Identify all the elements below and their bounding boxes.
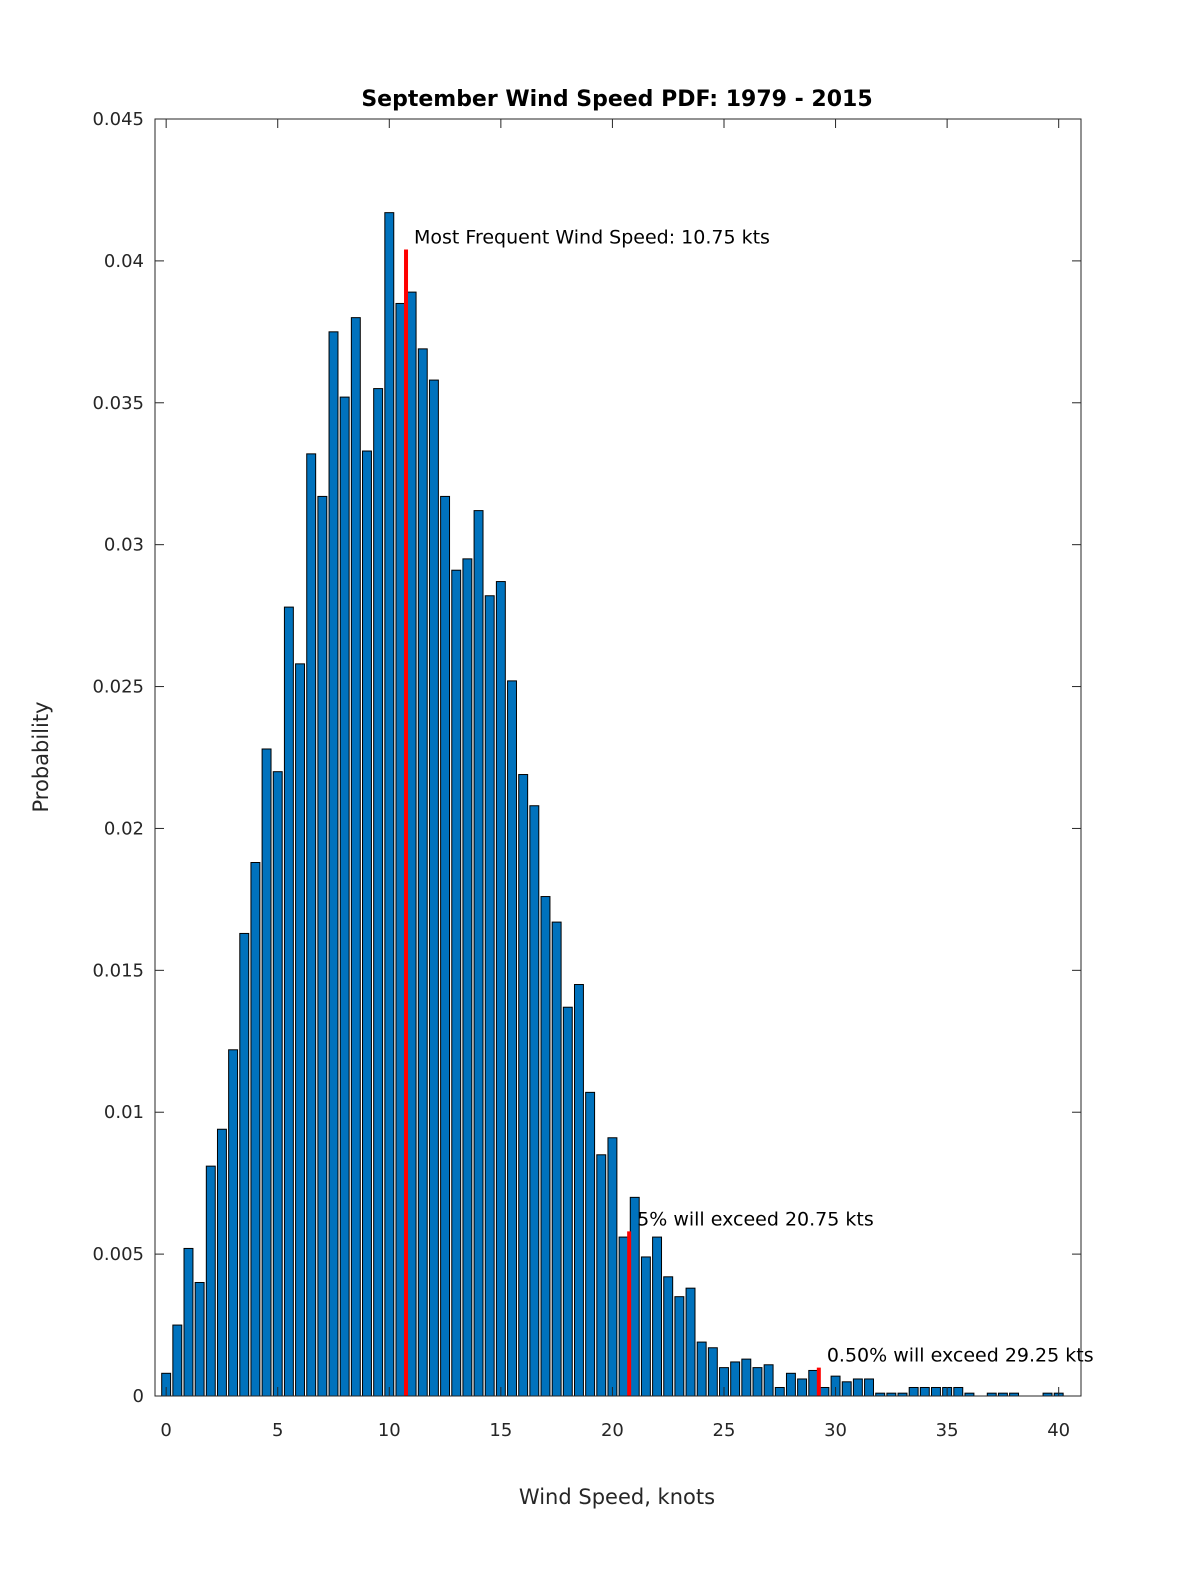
bar [663,1276,674,1397]
y-tick-label: 0.025 [92,677,144,698]
bar [640,1256,651,1397]
bar [295,663,306,1397]
bar [785,1372,796,1397]
bar [774,1386,785,1397]
bar [451,569,462,1397]
x-tick-label: 0 [160,1420,171,1441]
bar [573,984,584,1397]
y-tick-label: 0.04 [104,251,144,272]
bar [172,1324,183,1397]
bar [250,862,261,1397]
x-tick-label: 15 [489,1420,512,1441]
bar [239,932,250,1397]
marker-annotation: 5% will exceed 20.75 kts [637,1208,874,1230]
bar [652,1236,663,1397]
bar [395,302,406,1397]
bar [484,595,495,1397]
x-tick-label: 40 [1047,1420,1070,1441]
bar [607,1137,618,1397]
marker-annotation: 0.50% will exceed 29.25 kts [827,1345,1094,1367]
bar [864,1378,874,1397]
x-axis-label: Wind Speed, knots [519,1485,715,1509]
chart-title: September Wind Speed PDF: 1979 - 2015 [361,87,872,112]
x-tick-label: 5 [272,1420,283,1441]
bar [507,680,517,1397]
bar [752,1367,763,1397]
bar [495,581,506,1397]
bar [417,348,428,1397]
x-tick-label: 30 [824,1420,847,1441]
y-tick-label: 0.035 [92,393,144,414]
bar [373,388,384,1397]
bar [518,774,529,1397]
y-tick-label: 0.015 [92,960,144,981]
y-tick-label: 0.02 [104,818,144,839]
y-tick-label: 0.01 [104,1102,144,1123]
bar [205,1165,216,1397]
bar [707,1347,718,1397]
bar [384,212,395,1397]
bar [406,291,417,1397]
bar [194,1281,205,1397]
bar [529,805,540,1397]
bar [696,1341,707,1397]
bar [562,1006,573,1397]
bar [339,396,350,1397]
y-tick-label: 0 [133,1386,144,1407]
bar [797,1378,808,1397]
bar [306,453,317,1397]
bar [763,1364,774,1397]
bar [908,1386,919,1397]
bar [919,1386,930,1397]
y-tick-label: 0.045 [92,109,144,130]
bar [931,1386,941,1397]
bar [685,1287,696,1397]
marker-annotation: Most Frequent Wind Speed: 10.75 kts [414,227,770,249]
y-tick-label: 0.005 [92,1244,144,1265]
bar [428,379,439,1397]
bar [283,606,294,1397]
bar [585,1091,596,1397]
bar [261,748,272,1397]
bar [852,1378,863,1397]
bar [730,1361,741,1397]
x-tick-label: 35 [936,1420,959,1441]
bar [317,495,328,1397]
bar [953,1386,964,1397]
bar [473,510,484,1397]
plot-background [155,119,1081,1396]
plot-area: 0 5 10 15 20 25 30 35 40 0 0.005 0.01 0.015 0.02 0.025… [92,109,1093,1441]
y-axis-label: Probability [29,701,53,812]
bar [328,331,339,1397]
bar [596,1154,607,1397]
bar [674,1296,685,1397]
bar [350,317,361,1397]
axes-frame [154,118,1082,1397]
bar [819,1386,830,1397]
bar [741,1358,752,1397]
bar [808,1369,819,1397]
bar [618,1236,629,1397]
bar [216,1128,227,1397]
y-tick-label: 0.03 [104,535,144,556]
bar [362,450,372,1397]
x-tick-label: 25 [713,1420,736,1441]
bar [183,1247,194,1397]
bar [440,495,451,1397]
x-tick-label: 10 [378,1420,401,1441]
x-tick-label: 20 [601,1420,624,1441]
bar [462,558,473,1397]
bar [540,896,551,1397]
bar [841,1381,852,1397]
bar [228,1049,239,1397]
bar [551,921,562,1397]
bar [272,771,283,1397]
